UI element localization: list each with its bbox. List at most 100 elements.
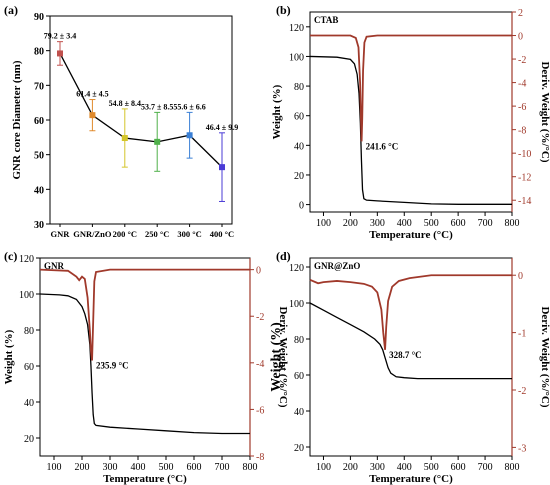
data-point (219, 164, 225, 171)
x-tick-label: 800 (243, 462, 258, 473)
data-label: 55.6 ± 6.6 (173, 102, 205, 111)
deriv-curve (310, 34, 512, 142)
y-tick-label: 60 (294, 112, 304, 123)
y-tick-label: 80 (294, 335, 304, 346)
x-axis-label: Temperature (°C) (103, 473, 187, 485)
y-tick-label: 120 (19, 254, 34, 265)
weight-curve (309, 55, 512, 205)
y-tick-label: 80 (294, 82, 304, 93)
panel-title: CTAB (314, 15, 338, 25)
data-point (121, 135, 128, 142)
x-tick-label: 500 (159, 462, 174, 473)
y-tick-label: 120 (289, 263, 304, 274)
data-point (89, 112, 96, 119)
panel-title: GNR@ZnO (314, 261, 360, 271)
deriv-curve (39, 268, 250, 361)
x-tick-label: 600 (451, 218, 466, 229)
trend-line (59, 53, 223, 168)
y-axis-label: Weight (%) (3, 329, 15, 384)
y-tick-label: 100 (289, 52, 304, 63)
x-tick-label: GNR (51, 229, 71, 239)
y2-tick-label: -10 (518, 149, 531, 160)
y2-tick-label: -1 (518, 329, 526, 340)
x-tick-label: 400 (397, 462, 412, 473)
y2-tick-label: -14 (518, 196, 531, 207)
plot-frame (309, 11, 513, 213)
y-axis-label: GNR core Diameter (nm) (11, 60, 23, 179)
panel-label: (b) (276, 3, 291, 17)
y-tick-label: 50 (34, 151, 44, 162)
weight-curve (309, 302, 512, 380)
y-tick-label: 70 (34, 81, 44, 92)
x-tick-label: 300 (103, 462, 118, 473)
x-tick-label: 200 (343, 462, 358, 473)
panel-label: (a) (4, 3, 18, 17)
x-tick-label: 250 °C (145, 229, 169, 239)
x-tick-label: 200 °C (113, 229, 137, 239)
y-tick-label: 20 (24, 434, 34, 445)
x-tick-label: 200 (343, 218, 358, 229)
y2-tick-label: -4 (256, 359, 264, 370)
x-tick-label: 300 (370, 462, 385, 473)
y-tick-label: 20 (294, 443, 304, 454)
x-tick-label: 600 (187, 462, 202, 473)
x-tick-label: 700 (215, 462, 230, 473)
y2-tick-label: 0 (518, 271, 523, 282)
y-tick-label: 100 (289, 299, 304, 310)
y-tick-label: 120 (289, 23, 304, 34)
plot-frame (39, 257, 251, 457)
y2-tick-label: 0 (518, 32, 523, 43)
x-tick-label: 400 (397, 218, 412, 229)
y2-axis-label: Deriv. Weight (%/°C) (539, 61, 550, 162)
y2-tick-label: -8 (518, 126, 526, 137)
y-axis-label: Weight (%) (269, 322, 284, 392)
y2-axis-label: Deriv. Weight (%/°C) (539, 306, 550, 407)
y-tick-label: 100 (19, 290, 34, 301)
x-tick-label: GNR/ZnO (73, 229, 112, 239)
plot-frame (49, 15, 233, 225)
panel-title: GNR (44, 261, 65, 271)
data-label: 46.4 ± 9.9 (206, 123, 238, 132)
peak-annotation: 235.9 °C (96, 360, 129, 370)
x-tick-label: 700 (478, 462, 493, 473)
y-tick-label: 40 (294, 141, 304, 152)
panel-label: (c) (4, 249, 17, 263)
data-label: 53.7 ± 8.5 (141, 102, 173, 111)
x-axis-label: Temperature (°C) (369, 229, 453, 241)
y-tick-label: 90 (34, 12, 44, 23)
y-tick-label: 60 (34, 116, 44, 127)
y-tick-label: 40 (24, 398, 34, 409)
y2-tick-label: -3 (518, 443, 526, 454)
y-tick-label: 80 (24, 326, 34, 337)
y2-tick-label: -2 (256, 312, 264, 323)
y-tick-label: 60 (24, 362, 34, 373)
x-tick-label: 700 (478, 218, 493, 229)
y-axis-label: Weight (%) (271, 84, 283, 139)
panel-label: (d) (276, 249, 291, 263)
y-tick-label: 20 (294, 171, 304, 182)
x-tick-label: 500 (424, 218, 439, 229)
y2-tick-label: -12 (518, 173, 531, 184)
y-tick-label: 30 (34, 220, 44, 231)
peak-annotation: 328.7 °C (389, 350, 422, 360)
x-tick-label: 500 (424, 462, 439, 473)
x-tick-label: 400 (131, 462, 146, 473)
y-tick-label: 0 (299, 201, 304, 212)
y-tick-label: 80 (34, 47, 44, 58)
x-tick-label: 300 (370, 218, 385, 229)
y2-tick-label: 2 (518, 8, 523, 19)
x-tick-label: 800 (505, 462, 520, 473)
data-point (57, 50, 63, 57)
data-point (154, 138, 161, 145)
y2-tick-label: -2 (518, 55, 526, 66)
y2-tick-label: -6 (256, 405, 264, 416)
panel-a: (a) 30 40 50 60 70 80 90 GNR core Diameter (nm) G… (4, 3, 238, 239)
y2-tick-label: -6 (518, 102, 526, 113)
x-tick-label: 200 (75, 462, 90, 473)
y2-tick-label: -4 (518, 79, 526, 90)
x-axis-label: Temperature (°C) (369, 473, 453, 485)
x-tick-label: 300 °C (177, 229, 201, 239)
x-tick-label: 100 (47, 462, 62, 473)
